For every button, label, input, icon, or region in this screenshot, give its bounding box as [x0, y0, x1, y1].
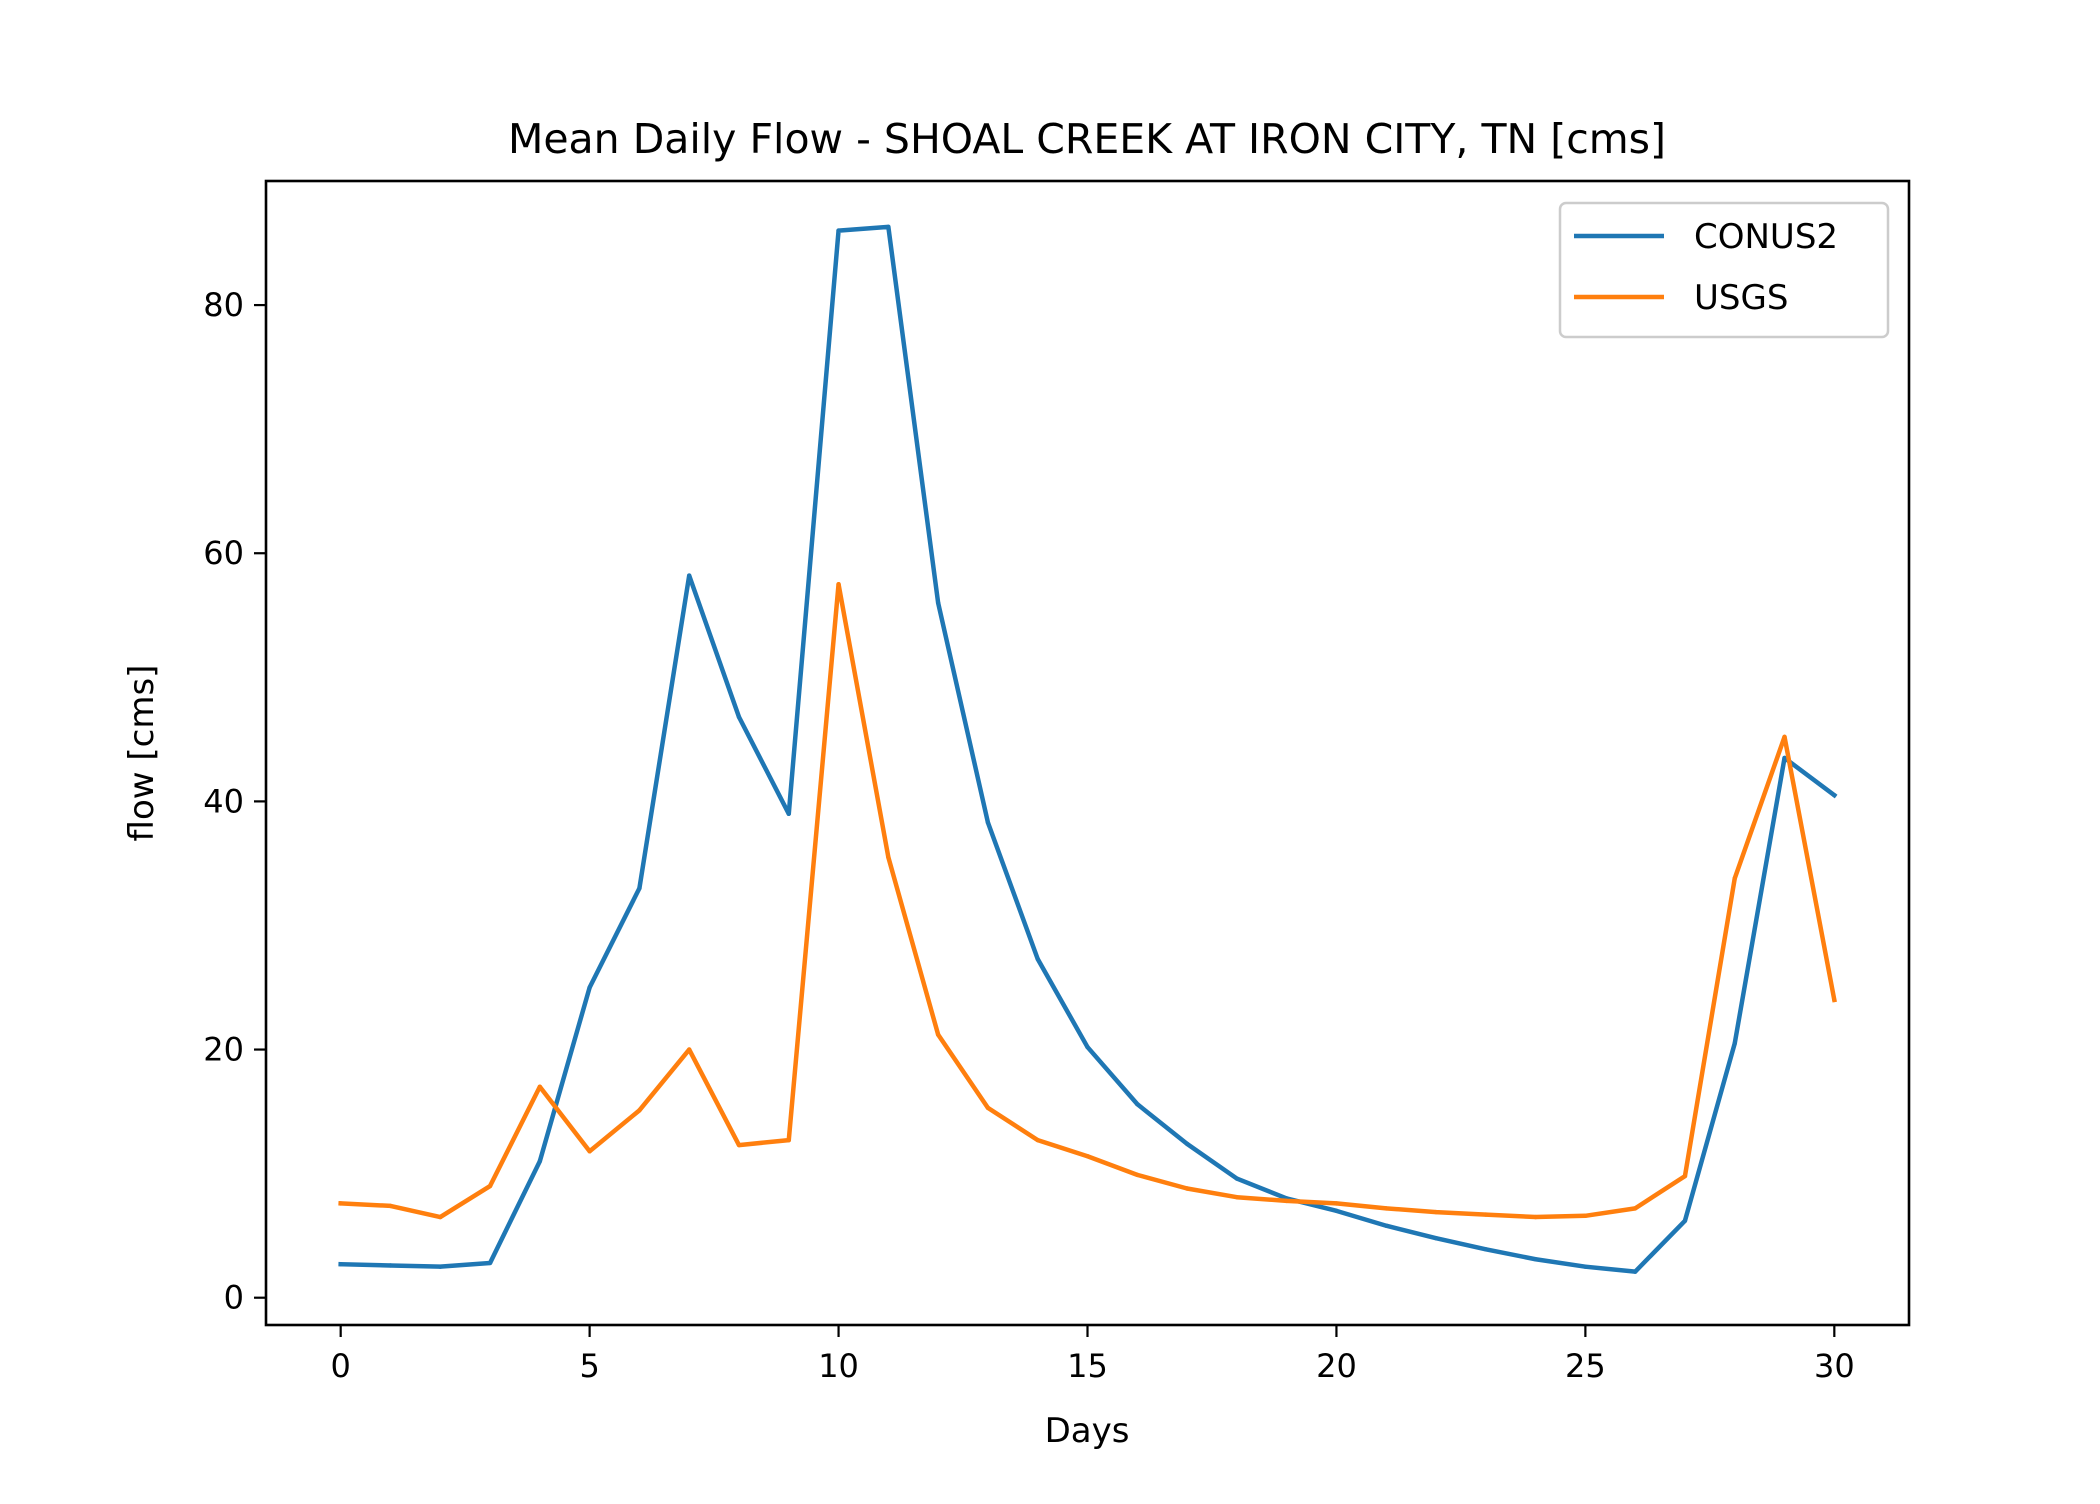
data-point-usgs: [886, 855, 891, 860]
data-point-conus2: [388, 1263, 393, 1268]
x-axis-label: Days: [1045, 1411, 1130, 1451]
data-point-usgs: [1732, 876, 1737, 881]
data-point-conus2: [338, 1262, 343, 1267]
data-point-conus2: [836, 228, 841, 233]
x-tick-label: 20: [1316, 1347, 1357, 1385]
data-point-conus2: [985, 820, 991, 825]
chart-title: Mean Daily Flow - SHOAL CREEK AT IRON CI…: [508, 115, 1666, 163]
data-point-conus2: [637, 886, 642, 891]
data-point-conus2: [1583, 1264, 1588, 1269]
data-point-usgs: [487, 1183, 493, 1189]
data-point-usgs: [1533, 1214, 1538, 1220]
data-point-usgs: [935, 1032, 941, 1037]
data-point-usgs: [1632, 1206, 1638, 1211]
data-point-usgs: [1035, 1137, 1040, 1143]
y-tick-label: 40: [203, 782, 244, 820]
data-point-conus2: [1384, 1223, 1389, 1228]
x-tick-label: 25: [1565, 1347, 1606, 1385]
data-point-usgs: [1234, 1195, 1240, 1200]
data-point-conus2: [736, 714, 742, 720]
data-point-conus2: [886, 224, 891, 230]
legend-label-conus2: CONUS2: [1694, 217, 1838, 257]
x-tick-label: 30: [1814, 1347, 1855, 1385]
data-point-conus2: [1184, 1141, 1190, 1147]
data-point-usgs: [1832, 997, 1837, 1003]
data-point-usgs: [687, 1047, 692, 1052]
data-point-conus2: [687, 573, 692, 578]
data-point-usgs: [1682, 1173, 1688, 1179]
data-point-conus2: [1334, 1208, 1339, 1214]
data-point-usgs: [1433, 1209, 1439, 1215]
data-point-usgs: [1284, 1198, 1289, 1204]
data-point-usgs: [388, 1203, 393, 1209]
data-point-usgs: [1583, 1213, 1588, 1219]
data-point-conus2: [1135, 1101, 1140, 1107]
axes-frame: [264, 179, 1911, 1327]
series-points-conus2: [338, 224, 1837, 1274]
data-point-conus2: [587, 985, 592, 990]
data-point-conus2: [537, 1159, 543, 1164]
data-point-conus2: [1035, 956, 1040, 962]
data-point-usgs: [1782, 734, 1787, 740]
data-point-usgs: [637, 1108, 642, 1113]
data-point-usgs: [537, 1084, 543, 1089]
data-point-usgs: [1334, 1201, 1339, 1206]
y-axis-label: flow [cms]: [122, 665, 162, 842]
x-tick-label: 5: [579, 1347, 599, 1385]
data-point-conus2: [1832, 792, 1837, 798]
data-point-usgs: [786, 1137, 791, 1143]
x-axis-ticks: 0 5 10 15 20 25 30: [331, 1325, 1855, 1385]
data-point-conus2: [935, 600, 941, 606]
data-point-conus2: [1234, 1176, 1240, 1181]
x-tick-label: 0: [331, 1347, 351, 1385]
data-point-conus2: [487, 1260, 493, 1266]
data-point-conus2: [1732, 1041, 1737, 1046]
data-point-conus2: [1632, 1269, 1638, 1274]
data-point-usgs: [338, 1201, 343, 1206]
y-axis-ticks: 0 20 40 60 80: [203, 286, 266, 1317]
series-layer: [338, 224, 1838, 1274]
data-point-usgs: [587, 1149, 592, 1154]
data-point-usgs: [438, 1214, 443, 1220]
legend-label-usgs: USGS: [1694, 278, 1788, 318]
data-point-conus2: [1782, 755, 1787, 761]
data-point-usgs: [1184, 1186, 1190, 1191]
data-point-usgs: [1135, 1172, 1140, 1178]
data-point-usgs: [1085, 1154, 1090, 1159]
data-point-conus2: [1433, 1235, 1439, 1241]
x-tick-label: 15: [1067, 1347, 1108, 1385]
data-point-conus2: [438, 1264, 443, 1269]
data-point-usgs: [1483, 1212, 1489, 1217]
data-point-conus2: [1085, 1044, 1090, 1050]
y-tick-label: 0: [224, 1279, 244, 1317]
series-line-conus2: [338, 224, 1838, 1274]
data-point-usgs: [1384, 1206, 1389, 1211]
legend: CONUS2 USGS: [1558, 201, 1890, 339]
y-tick-label: 60: [203, 534, 244, 572]
series-points-usgs: [338, 582, 1837, 1220]
y-tick-label: 80: [203, 286, 244, 324]
data-point-conus2: [1533, 1257, 1538, 1262]
y-tick-label: 20: [203, 1031, 244, 1069]
data-point-conus2: [786, 811, 791, 816]
data-point-usgs: [736, 1142, 742, 1148]
data-point-conus2: [1682, 1218, 1688, 1223]
data-point-usgs: [985, 1105, 991, 1111]
series-line-usgs: [338, 582, 1837, 1220]
x-tick-label: 10: [818, 1347, 859, 1385]
data-point-usgs: [836, 582, 841, 587]
data-point-conus2: [1483, 1247, 1489, 1252]
